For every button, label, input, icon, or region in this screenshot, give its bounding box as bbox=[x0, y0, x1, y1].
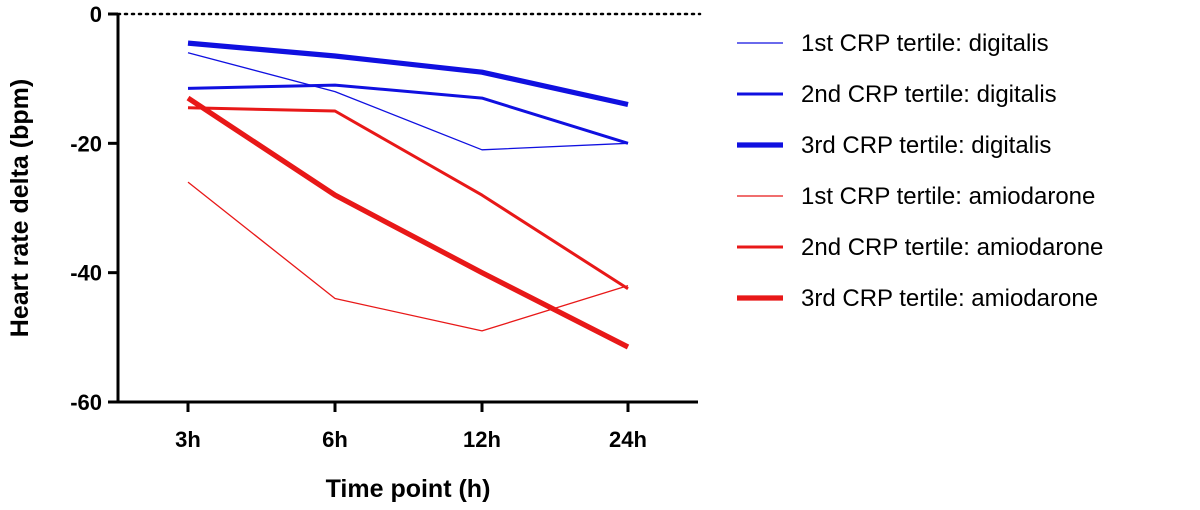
x-axis-title: Time point (h) bbox=[326, 475, 491, 503]
y-tick-label: -40 bbox=[70, 261, 102, 286]
series-layer bbox=[186, 40, 630, 350]
legend-label-3: 3rd CRP tertile: digitalis bbox=[801, 132, 1051, 159]
series-line-2 bbox=[187, 83, 629, 145]
series-line-6 bbox=[186, 95, 630, 350]
x-tick-label: 3h bbox=[175, 427, 201, 452]
axis-layer bbox=[116, 14, 698, 404]
y-tick-label: -20 bbox=[70, 131, 102, 156]
x-tick-label: 24h bbox=[609, 427, 647, 452]
x-tick-label: 6h bbox=[322, 427, 348, 452]
series-line-1 bbox=[187, 52, 629, 151]
x-tick-label: 12h bbox=[463, 427, 501, 452]
legend-label-1: 1st CRP tertile: digitalis bbox=[801, 30, 1049, 57]
y-tick-label: -60 bbox=[70, 390, 102, 415]
legend-label-2: 2nd CRP tertile: digitalis bbox=[801, 81, 1057, 108]
series-line-3 bbox=[187, 40, 629, 108]
y-axis-title: Heart rate delta (bpm) bbox=[6, 79, 34, 337]
legend-label-5: 2nd CRP tertile: amiodarone bbox=[801, 234, 1103, 261]
series-line-5 bbox=[187, 106, 629, 291]
legend: 1st CRP tertile: digitalis 2nd CRP tertil… bbox=[737, 30, 1103, 312]
legend-label-4: 1st CRP tertile: amiodarone bbox=[801, 183, 1095, 210]
y-tick-label: 0 bbox=[90, 2, 102, 27]
tick-layer: 0 -20 -40 -60 3h 6h 12h 24h bbox=[70, 2, 647, 452]
legend-label-6: 3rd CRP tertile: amiodarone bbox=[801, 285, 1098, 312]
series-line-4 bbox=[187, 181, 629, 332]
